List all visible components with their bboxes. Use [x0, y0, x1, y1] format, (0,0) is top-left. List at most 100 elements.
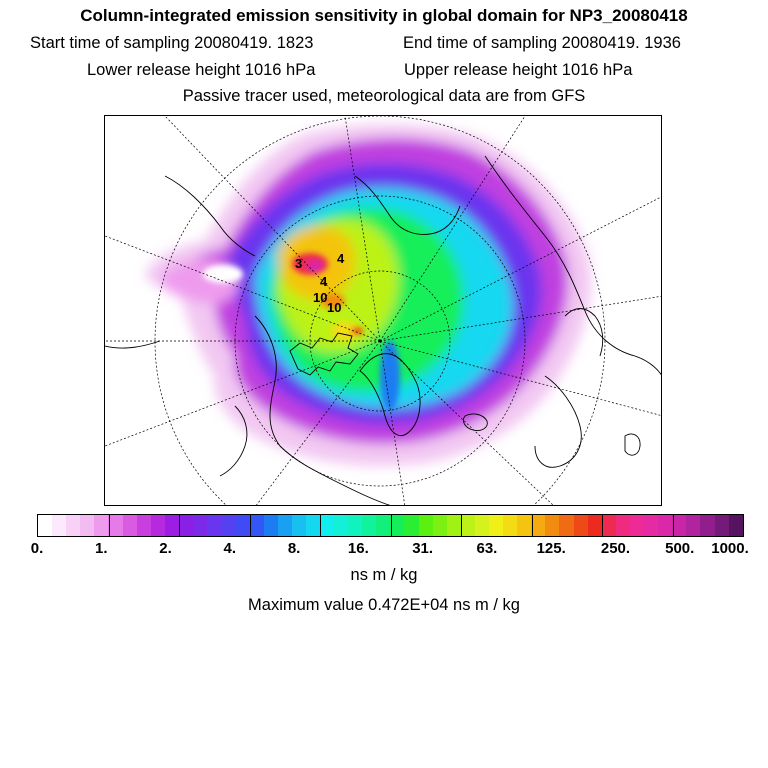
- sensitivity-map: 3 4 4 10 10: [105, 116, 661, 505]
- colorbar-swatch: [235, 515, 250, 536]
- colorbar-swatch: [474, 515, 489, 536]
- colorbar-swatch: [333, 515, 349, 536]
- maximum-value-label: Maximum value 0.472E+04 ns m / kg: [248, 596, 520, 614]
- colorbar-swatch: [94, 515, 109, 536]
- colorbar-divider: [390, 515, 392, 536]
- colorbar-divider: [531, 515, 533, 536]
- colorbar-swatch: [672, 515, 687, 536]
- colorbar-swatch: [714, 515, 729, 536]
- colorbar-swatch: [150, 515, 165, 536]
- end-time-label: End time of sampling 20080419. 1936: [403, 34, 681, 52]
- release-markers: 3 4 4 10 10: [295, 251, 345, 315]
- colorbar-swatch: [460, 515, 475, 536]
- coastline-eurasia: [484, 155, 661, 376]
- release-marker: 4: [320, 274, 328, 289]
- colorbar-swatch: [446, 515, 461, 536]
- colorbar-swatch: [644, 515, 659, 536]
- map-title: Column-integrated emission sensitivity i…: [80, 6, 688, 25]
- colorbar-swatch: [319, 515, 334, 536]
- colorbar-swatch: [66, 515, 81, 536]
- meridian: [379, 116, 526, 342]
- colorbar-tick-label: 1000.: [711, 540, 749, 557]
- colorbar-divider: [249, 515, 251, 536]
- peak-orange: [321, 293, 345, 309]
- colorbar-swatch: [193, 515, 208, 536]
- colorbar-swatch: [348, 515, 363, 536]
- meridian: [105, 340, 381, 447]
- graticule: [105, 116, 661, 505]
- colorbar-swatch: [432, 515, 447, 536]
- colorbar-swatch: [263, 515, 278, 536]
- upper-release-label: Upper release height 1016 hPa: [404, 61, 633, 79]
- colorbar-swatch: [700, 515, 715, 536]
- release-marker: 4: [337, 251, 345, 266]
- release-marker: 10: [313, 290, 327, 305]
- release-marker: 10: [327, 300, 341, 315]
- coastline-hudson: [219, 405, 248, 477]
- meridian: [344, 116, 381, 342]
- lower-release-label: Lower release height 1016 hPa: [87, 61, 316, 79]
- colorbar-swatch: [545, 515, 560, 536]
- colorbar-divider: [672, 515, 674, 536]
- colorbar-swatch: [629, 515, 645, 536]
- sensitivity-peaks: [203, 253, 400, 411]
- colorbar-swatch: [601, 515, 616, 536]
- colorbar-swatch: [531, 515, 546, 536]
- colorbar-swatch: [122, 515, 137, 536]
- colorbar-swatch: [38, 515, 53, 536]
- sensitivity-field: [145, 124, 591, 466]
- coastline-uk: [624, 433, 641, 456]
- coastline-north-america: [254, 315, 391, 505]
- coastline-canada-arctic: [289, 332, 359, 376]
- coastline-greenland: [359, 353, 421, 436]
- colorbar-swatch: [178, 515, 194, 536]
- coastlines: [105, 155, 661, 505]
- colorbar-swatch: [291, 515, 306, 536]
- colorbar-swatch: [615, 515, 630, 536]
- coastline-europe: [534, 375, 582, 468]
- coastline-east-asia: [105, 340, 161, 349]
- colorbar-swatch: [573, 515, 588, 536]
- blue-streak: [380, 341, 400, 411]
- colorbar-swatch: [559, 515, 574, 536]
- lat-circle-60: [154, 116, 606, 505]
- colorbar-tick-label: 125.: [536, 540, 566, 557]
- colorbar-swatch: [686, 515, 701, 536]
- colorbar-swatch: [489, 515, 504, 536]
- colorbar-tick-label: 1.: [95, 540, 108, 557]
- colorbar-swatch: [418, 515, 433, 536]
- colorbar: [37, 514, 744, 537]
- colorbar-tick-label: 2.: [159, 540, 172, 557]
- white-gap: [203, 265, 243, 283]
- colorbar-swatch: [658, 515, 673, 536]
- colorbar-tick-label: 0.: [30, 540, 44, 557]
- colorbar-divider: [320, 515, 321, 536]
- colorbar-swatch: [80, 515, 95, 536]
- colorbar-units: ns m / kg: [350, 566, 418, 584]
- colorbar-swatch: [305, 515, 320, 536]
- coastline-alaska: [164, 175, 256, 257]
- colorbar-swatch: [52, 515, 67, 536]
- colorbar-tick-label: 4.: [223, 540, 237, 557]
- colorbar-swatch: [164, 515, 179, 536]
- meridian: [379, 196, 661, 342]
- colorbar-tick-label: 31.: [412, 540, 434, 557]
- colorbar-tick-label: 8.: [287, 540, 301, 557]
- start-time-label: Start time of sampling 20080419. 1823: [30, 34, 314, 52]
- meridian: [379, 340, 554, 505]
- colorbar-swatch: [249, 515, 264, 536]
- colorbar-swatch: [390, 515, 405, 536]
- colorbar-swatch: [277, 515, 292, 536]
- lat-circle-80: [309, 270, 451, 412]
- colorbar-divider: [108, 515, 110, 536]
- peak-yellow: [331, 322, 359, 340]
- colorbar-swatch: [503, 515, 518, 536]
- colorbar-swatch: [221, 515, 236, 536]
- colorbar-swatch: [136, 515, 151, 536]
- colorbar-swatch: [207, 515, 222, 536]
- colorbar-tick-label: 16.: [347, 540, 369, 557]
- meridian: [379, 340, 661, 416]
- colorbar-swatch: [108, 515, 123, 536]
- colorbar-divider: [179, 515, 180, 536]
- colorbar-tick-label: 500.: [665, 540, 695, 557]
